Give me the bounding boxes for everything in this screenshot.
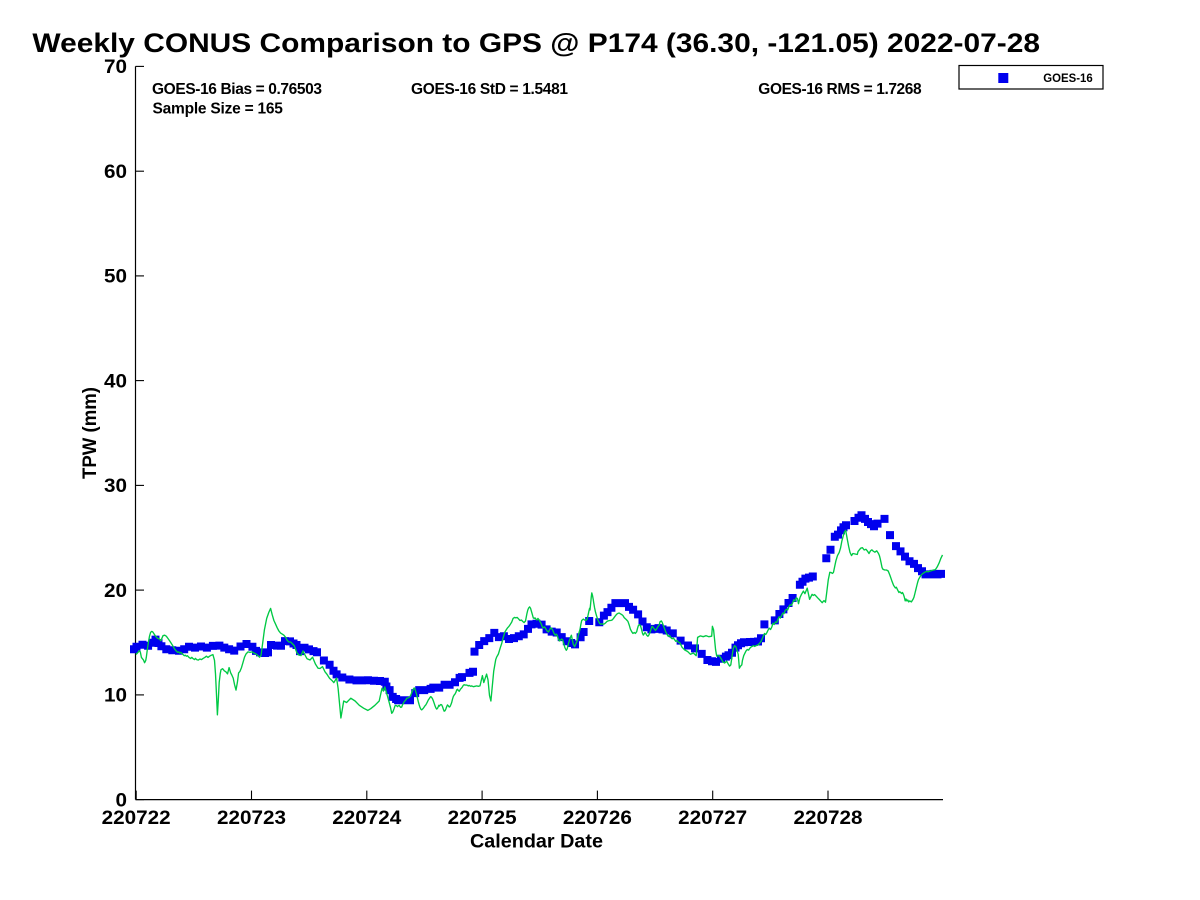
svg-text:60: 60 [104,162,127,183]
svg-text:220727: 220727 [678,808,747,829]
svg-text:GOES-16: GOES-16 [1043,71,1093,85]
svg-text:220728: 220728 [794,808,863,829]
svg-text:GOES-16 Bias = 0.76503: GOES-16 Bias = 0.76503 [152,81,322,98]
svg-text:0: 0 [116,790,128,811]
svg-text:10: 10 [104,686,127,707]
svg-text:30: 30 [104,476,127,497]
svg-text:40: 40 [104,371,127,392]
svg-text:Sample Size = 165: Sample Size = 165 [153,101,284,118]
svg-text:220726: 220726 [563,808,632,829]
svg-text:220723: 220723 [217,808,286,829]
svg-text:70: 70 [104,57,127,78]
svg-text:50: 50 [104,267,127,288]
svg-text:TPW (mm): TPW (mm) [80,387,101,479]
svg-text:GOES-16 RMS = 1.7268: GOES-16 RMS = 1.7268 [758,81,922,98]
svg-text:20: 20 [104,581,127,602]
svg-text:GOES-16 StD = 1.5481: GOES-16 StD = 1.5481 [411,81,568,98]
svg-text:220724: 220724 [332,808,401,829]
svg-text:220725: 220725 [448,808,517,829]
svg-text:Calendar Date: Calendar Date [470,832,603,853]
svg-text:Weekly CONUS Comparison to GPS: Weekly CONUS Comparison to GPS @ P174 (3… [32,28,1040,58]
svg-text:220722: 220722 [102,808,171,829]
